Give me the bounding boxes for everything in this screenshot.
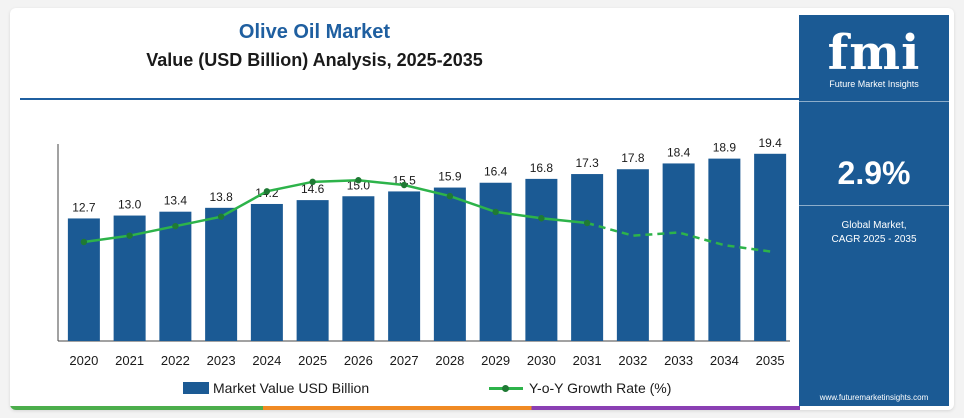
legend-line-label: Y-o-Y Growth Rate (%) (529, 380, 672, 396)
bar-line-chart: 12.7202013.0202113.4202213.8202314.22024… (57, 136, 790, 368)
chart-subtitle: Value (USD Billion) Analysis, 2025-2035 (146, 50, 483, 70)
x-tick-2028: 2028 (435, 353, 464, 368)
growth-point-2028 (446, 192, 454, 200)
growth-line-forecast (586, 221, 771, 253)
bar-2032 (616, 169, 649, 341)
bar-2022 (159, 211, 192, 341)
chart-card: Olive Oil Market Value (USD Billion) Ana… (10, 8, 954, 410)
data-label-2032: 17.8 (621, 151, 645, 165)
bar-2028 (433, 187, 466, 341)
bar-2023 (205, 207, 238, 341)
data-label-2035: 19.4 (758, 136, 782, 150)
logo-divider (799, 101, 949, 102)
x-tick-2020: 2020 (69, 353, 98, 368)
growth-point-2031 (583, 219, 591, 227)
data-label-2033: 18.4 (667, 145, 691, 159)
bar-2027 (388, 191, 421, 341)
bar-2025 (296, 200, 329, 341)
bar-2035 (754, 153, 787, 341)
growth-point-2027 (400, 181, 408, 189)
data-label-2031: 17.3 (575, 156, 599, 170)
growth-point-2025 (309, 178, 316, 186)
cagr-divider (799, 205, 949, 206)
data-label-2029: 16.4 (484, 165, 508, 179)
data-label-2028: 15.9 (438, 170, 462, 184)
x-tick-2032: 2032 (618, 353, 647, 368)
x-tick-2027: 2027 (390, 353, 419, 368)
bar-2034 (708, 158, 741, 341)
x-tick-2034: 2034 (710, 353, 739, 368)
data-label-2023: 13.8 (209, 190, 233, 204)
cagr-label-line1: Global Market, (841, 220, 907, 231)
growth-point-2020 (80, 238, 88, 246)
x-tick-2024: 2024 (252, 353, 281, 368)
logo-text: fmi (827, 25, 921, 81)
x-tick-2023: 2023 (207, 353, 236, 368)
growth-point-2021 (126, 232, 133, 239)
x-tick-2035: 2035 (756, 353, 785, 368)
fmi-logo: fmi Future Market Insights (799, 25, 949, 97)
x-tick-2025: 2025 (298, 353, 327, 368)
sidebar-panel: fmi Future Market Insights 2.9% Global M… (799, 15, 949, 406)
cagr-label-line2: CAGR 2025 - 2035 (831, 234, 917, 245)
data-label-2022: 13.4 (164, 194, 188, 208)
legend-item-market-value: Market Value USD Billion (183, 380, 369, 396)
title-divider (20, 98, 800, 100)
x-tick-2026: 2026 (344, 353, 373, 368)
bar-2026 (342, 196, 375, 341)
bar-2029 (479, 182, 512, 341)
legend-item-growth-rate: Y-o-Y Growth Rate (%) (489, 380, 671, 396)
growth-point-2026 (355, 177, 362, 184)
growth-point-2030 (538, 215, 545, 222)
x-tick-2022: 2022 (161, 353, 190, 368)
chart-legend: Market Value USD Billion Y-o-Y Growth Ra… (20, 378, 800, 400)
data-label-2021: 13.0 (118, 198, 142, 212)
website-link[interactable]: www.futuremarketinsights.com (819, 393, 929, 402)
growth-line-actual (83, 178, 588, 244)
x-tick-2031: 2031 (573, 353, 602, 368)
bottom-color-strip (10, 406, 800, 410)
bar-2033 (662, 163, 695, 341)
cagr-value: 2.9% (837, 155, 911, 191)
logo-subtitle: Future Market Insights (829, 79, 919, 89)
bar-2031 (571, 174, 604, 341)
x-tick-2029: 2029 (481, 353, 510, 368)
x-tick-2033: 2033 (664, 353, 693, 368)
cagr-label: Global Market, CAGR 2025 - 2035 (799, 219, 949, 247)
legend-bar-label: Market Value USD Billion (213, 380, 370, 396)
x-tick-2021: 2021 (115, 353, 144, 368)
growth-point-2022 (172, 222, 179, 230)
growth-point-2023 (217, 213, 225, 220)
bar-2030 (525, 178, 558, 341)
data-label-2020: 12.7 (72, 200, 96, 214)
x-tick-2030: 2030 (527, 353, 556, 368)
bar-2024 (250, 203, 283, 341)
chart-title: Olive Oil Market (238, 21, 391, 43)
growth-point-2024 (263, 188, 271, 195)
legend-line-swatch (489, 382, 523, 394)
legend-bar-swatch (183, 382, 209, 394)
data-label-2034: 18.9 (713, 141, 737, 155)
data-label-2025: 14.6 (301, 182, 325, 196)
data-label-2030: 16.8 (530, 161, 554, 175)
bar-2020 (67, 218, 100, 341)
growth-point-2029 (492, 208, 499, 216)
